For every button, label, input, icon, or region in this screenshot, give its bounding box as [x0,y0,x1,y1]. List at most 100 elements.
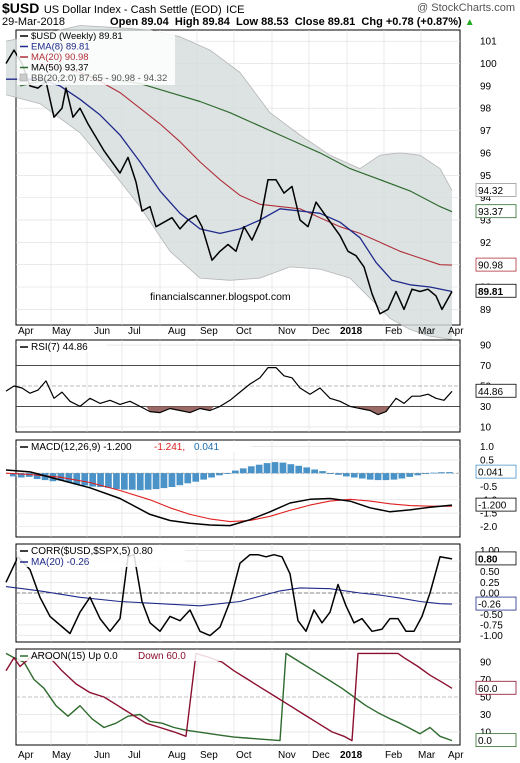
price-legend-0: $USD (Weekly) 89.81 [31,31,123,42]
blog-annotation: financialscanner.blogspot.com [150,291,291,303]
macd-legend-bg [17,441,252,452]
macd-histogram-bar-32 [263,463,271,474]
macd-histogram-bar-0 [10,473,17,477]
price-ytick-11: 100 [480,59,497,70]
macd-histogram-bar-33 [271,462,279,474]
macd-histogram-bar-1 [17,473,25,478]
macd-histogram-bar-21 [176,473,184,486]
macd-histogram-bar-13 [113,473,120,490]
macd-ytick-3: -0.5 [480,482,498,493]
top-xlabel-0: Apr [18,326,34,337]
macd-histogram-bar-35 [287,464,295,474]
macd-histogram-bar-10 [89,473,96,487]
bottom-xlabel-7: Nov [278,750,296,761]
macd-histogram-bar-37 [303,467,311,474]
macd-panel [15,439,461,538]
bollinger-lower-line [5,94,453,340]
corr-ytick-3: 0.25 [480,578,500,589]
tag-macd-hist-box [475,464,517,479]
macd-histogram-bar-11 [97,473,104,487]
bollinger-band-fill [6,25,452,340]
macd-histogram-bar-15 [128,473,136,490]
bottom-xlabel-3: Jul [128,750,141,761]
corr-legend-0: CORR($USD,$SPX,5) 0.80 [31,546,153,557]
macd-ytick-5: -1.5 [480,509,498,520]
quote-close: Close 89.81 [294,16,356,28]
price-ytick-6: 95 [480,171,492,182]
instrument-name: US Dollar Index - Cash Settle (EOD) [43,4,222,16]
tag-aroon-down: 60.0 [478,684,498,695]
price-legend-4: BB(20,2.0) 87.65 - 90.98 - 94.32 [31,73,167,84]
rsi-line [5,367,453,416]
macd-histogram-bar-36 [295,465,303,474]
corr-ytick-7: -0.75 [480,620,503,631]
macd-ytick-6: -2.0 [480,522,498,533]
top-xlabel-8: Dec [312,326,330,337]
macd-histogram-bar-31 [255,464,263,474]
ema8-line [6,78,453,293]
macd-histogram-bar-39 [319,471,326,474]
macd-histogram-bar-47 [382,473,390,481]
top-xlabel-3: Jul [128,326,141,337]
price-ytick-8: 97 [480,126,492,137]
price-legend-2: MA(20) 90.98 [31,52,89,63]
bottom-xlabel-4: Aug [168,750,186,761]
aroon-ytick-0: 90 [480,658,492,669]
macd-histogram-bar-54 [438,472,445,474]
quote-open: Open 89.04 [110,16,169,28]
aroon-ytick-2: 50 [480,693,492,704]
macd-histogram-bar-16 [136,473,144,491]
macd-histogram-bar-27 [224,473,231,474]
tag-bb-upper: 94.32 [478,186,503,197]
title-line: $USD US Dollar Index - Cash Settle (EOD)… [2,0,245,18]
macd-histogram-bar-50 [406,473,414,477]
exchange: ICE [226,4,245,16]
macd-histogram-bar-20 [168,473,176,487]
corr-ytick-6: -0.50 [480,610,503,621]
top-xlabel-9: 2018 [340,326,363,337]
tag-bb-upper-box [475,183,517,197]
top-xlabel-2: Jun [94,326,110,337]
bottom-xlabel-1: May [52,750,71,761]
tag-ma20-box [475,257,517,272]
macd-histogram-bar-44 [358,473,366,479]
price-ytick-3: 92 [480,238,492,249]
macd-histogram-bar-48 [390,473,398,480]
macd-histogram-bar-18 [152,473,160,490]
top-xlabel-5: Sep [200,326,218,337]
tag-rsi: 44.86 [478,387,503,398]
tag-corr: 0.80 [478,554,498,565]
top-xlabel-10: Feb [385,326,403,337]
up-arrow-icon: ▲ [464,17,475,28]
macd-histogram-bar-28 [232,470,239,474]
aroon-up-line [5,652,453,742]
top-xlabel-6: Oct [236,326,252,337]
watermark: @ StockCharts.com [417,2,515,14]
macd-histogram-bar-26 [216,473,223,476]
aroon-legend-up: AROON(15) Up 0.0 [31,651,118,662]
macd-histogram-bar-55 [446,472,453,474]
macd-histogram-bar-7 [65,473,73,483]
macd-line [5,469,453,527]
macd-histogram-bar-42 [343,473,350,477]
quote-date: 29-Mar-2018 [2,16,65,28]
aroon-ytick-3: 30 [480,710,492,721]
corr-line [5,553,453,637]
tag-ma50-box [475,204,517,219]
macd-legend-main: MACD(12,26,9) -1.200 [31,442,132,453]
macd-ytick-1: 0.5 [480,455,494,466]
aroon-ytick-4: 10 [480,727,492,738]
price-legend-1: EMA(8) 89.81 [31,42,90,53]
top-xlabel-1: May [52,326,71,337]
macd-histogram-bar-38 [311,469,318,474]
macd-signal-line [5,472,452,523]
corr-ytick-2: 0.50 [480,567,500,578]
macd-histogram-bar-3 [33,473,41,479]
bottom-xlabel-12: Apr [448,750,464,761]
tag-macd: -1.200 [478,501,507,512]
bottom-xlabel-9: 2018 [340,750,363,761]
tag-aroon-up: 0.0 [478,736,492,747]
bottom-xlabel-0: Apr [18,750,34,761]
bottom-xlabel-5: Sep [200,750,218,761]
